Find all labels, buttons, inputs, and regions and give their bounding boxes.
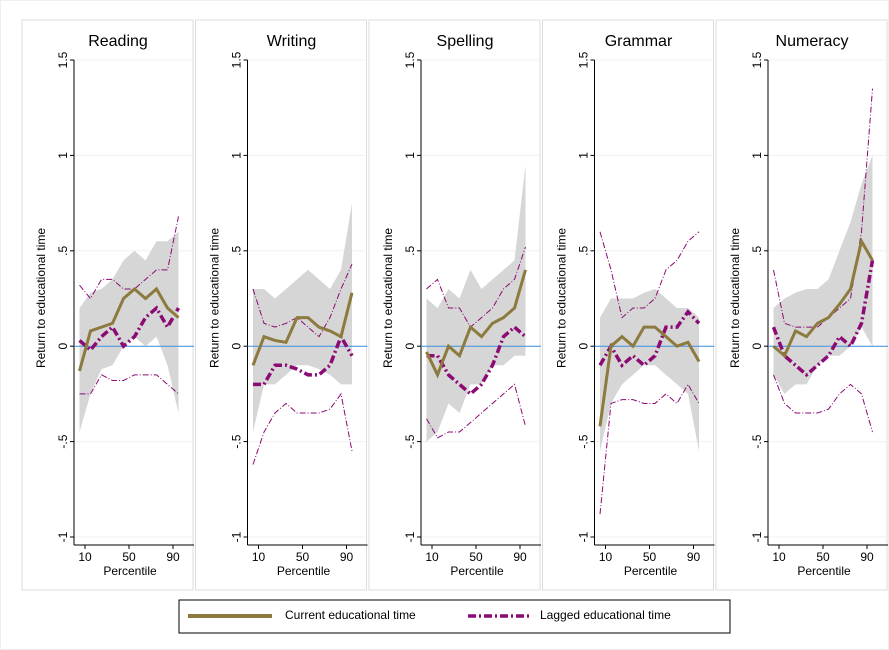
- y-tick-label: .5: [403, 245, 417, 255]
- current-line: [425, 269, 527, 379]
- y-tick-label: -.5: [403, 434, 417, 448]
- x-tick-label: 10: [772, 550, 786, 564]
- y-tick-label: -1: [56, 531, 70, 542]
- confidence-band: [79, 231, 179, 433]
- y-tick-label: .5: [56, 245, 70, 255]
- y-axis-label: Return to educational time: [381, 228, 395, 368]
- x-tick-label: 10: [78, 550, 92, 564]
- y-axis-label: Return to educational time: [208, 228, 222, 368]
- y-tick-label: 0: [230, 343, 244, 350]
- y-tick-label: .5: [577, 245, 591, 255]
- y-tick-label: .5: [750, 245, 764, 255]
- y-tick-label: -1: [403, 531, 417, 542]
- y-tick-label: 1: [577, 152, 591, 159]
- y-tick-label: -1: [230, 531, 244, 542]
- x-tick-label: 50: [469, 550, 483, 564]
- y-tick-label: 1.5: [403, 51, 417, 68]
- x-tick-label: 50: [122, 550, 136, 564]
- y-tick-label: .5: [230, 245, 244, 255]
- y-axis-label: Return to educational time: [555, 228, 569, 368]
- current-line: [598, 325, 701, 427]
- lagged-ci-line: [252, 263, 353, 338]
- lagged-line: [253, 332, 354, 387]
- lagged-ci-line: [426, 246, 526, 328]
- x-tick-label: 90: [860, 550, 874, 564]
- current-line: [78, 286, 180, 372]
- y-axis-label: Return to educational time: [34, 228, 48, 368]
- y-tick-label: 1: [750, 152, 764, 159]
- x-tick-label: 10: [425, 550, 439, 564]
- y-tick-label: -1: [577, 531, 591, 542]
- lagged-ci-line: [599, 231, 700, 319]
- y-tick-label: 0: [56, 343, 70, 350]
- x-axis-label: Percentile: [277, 564, 331, 578]
- x-tick-label: 50: [643, 550, 657, 564]
- panel-title: Spelling: [437, 33, 494, 50]
- x-tick-label: 50: [296, 550, 310, 564]
- panel-title: Grammar: [605, 33, 673, 50]
- confidence-band: [773, 155, 873, 394]
- y-tick-label: 1: [403, 152, 417, 159]
- confidence-band: [426, 164, 526, 442]
- y-tick-label: 0: [750, 343, 764, 350]
- x-axis-label: Percentile: [797, 564, 851, 578]
- y-tick-label: -.5: [577, 434, 591, 448]
- y-tick-label: 0: [577, 343, 591, 350]
- x-tick-label: 90: [687, 550, 701, 564]
- y-tick-label: -1: [750, 531, 764, 542]
- x-axis-label: Percentile: [450, 564, 504, 578]
- x-tick-label: 50: [816, 550, 830, 564]
- confidence-band: [600, 288, 699, 452]
- lagged-ci-line: [79, 374, 179, 395]
- y-tick-label: 0: [403, 343, 417, 350]
- y-tick-label: 1.5: [750, 51, 764, 68]
- lagged-line: [771, 260, 875, 378]
- lagged-line: [598, 309, 701, 368]
- x-tick-label: 10: [252, 550, 266, 564]
- lagged-ci-line: [426, 383, 526, 439]
- current-line: [251, 292, 354, 366]
- lagged-line: [78, 305, 181, 353]
- x-tick-label: 90: [166, 550, 180, 564]
- y-tick-label: -.5: [750, 434, 764, 448]
- y-tick-label: 1: [56, 152, 70, 159]
- x-axis-label: Percentile: [103, 564, 157, 578]
- panel-title: Writing: [267, 33, 317, 50]
- legend-label: Lagged educational time: [540, 608, 671, 622]
- panel-title: Numeracy: [776, 33, 849, 50]
- current-line: [772, 237, 874, 359]
- lagged-ci-line: [773, 374, 873, 433]
- y-tick-label: 1.5: [230, 51, 244, 68]
- x-axis-label: Percentile: [624, 564, 678, 578]
- lagged-ci-line: [79, 216, 179, 300]
- x-tick-label: 90: [340, 550, 354, 564]
- y-tick-label: 1.5: [56, 51, 70, 68]
- legend-label: Current educational time: [285, 608, 416, 622]
- y-tick-label: 1.5: [577, 51, 591, 68]
- lagged-ci-line: [252, 392, 353, 465]
- x-tick-label: 10: [599, 550, 613, 564]
- panel-title: Reading: [88, 33, 148, 50]
- y-tick-label: 1: [230, 152, 244, 159]
- y-tick-label: -.5: [56, 434, 70, 448]
- x-tick-label: 90: [513, 550, 527, 564]
- y-tick-label: -.5: [230, 434, 244, 448]
- y-axis-label: Return to educational time: [728, 228, 742, 368]
- lagged-line: [426, 324, 527, 397]
